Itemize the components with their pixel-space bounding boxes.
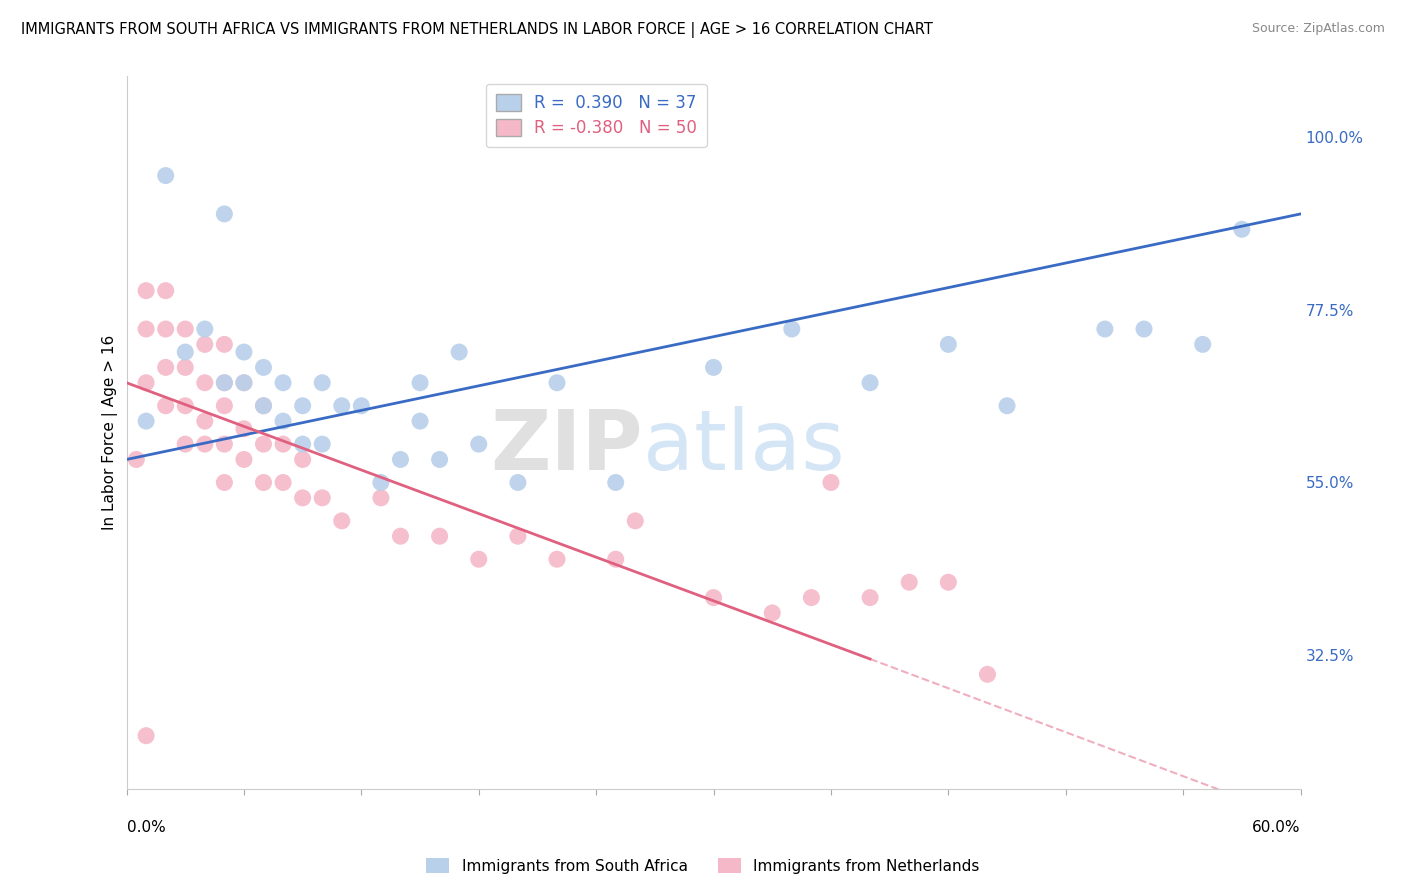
Point <box>506 529 529 543</box>
Point <box>271 475 294 490</box>
Point <box>135 284 157 298</box>
Point <box>389 529 412 543</box>
Point <box>330 399 353 413</box>
Point <box>291 437 314 451</box>
Point <box>936 575 959 590</box>
Text: 60.0%: 60.0% <box>1253 821 1301 835</box>
Text: Source: ZipAtlas.com: Source: ZipAtlas.com <box>1251 22 1385 36</box>
Point <box>1094 322 1116 336</box>
Text: 0.0%: 0.0% <box>127 821 166 835</box>
Point <box>232 376 256 390</box>
Point <box>546 552 568 566</box>
Text: IMMIGRANTS FROM SOUTH AFRICA VS IMMIGRANTS FROM NETHERLANDS IN LABOR FORCE | AGE: IMMIGRANTS FROM SOUTH AFRICA VS IMMIGRAN… <box>21 22 934 38</box>
Point <box>898 575 921 590</box>
Point <box>291 491 314 505</box>
Point <box>174 345 197 359</box>
Point <box>1191 337 1213 351</box>
Point <box>995 399 1018 413</box>
Point <box>194 437 217 451</box>
Point <box>155 360 177 375</box>
Point <box>271 437 294 451</box>
Legend: Immigrants from South Africa, Immigrants from Netherlands: Immigrants from South Africa, Immigrants… <box>420 852 986 880</box>
Point <box>409 414 432 428</box>
Point <box>252 475 274 490</box>
Point <box>155 322 177 336</box>
Point <box>330 514 353 528</box>
Point <box>214 399 236 413</box>
Point <box>214 376 236 390</box>
Point <box>311 437 333 451</box>
Point <box>214 376 236 390</box>
Y-axis label: In Labor Force | Age > 16: In Labor Force | Age > 16 <box>103 335 118 530</box>
Point <box>125 452 148 467</box>
Point <box>350 399 373 413</box>
Point <box>174 437 197 451</box>
Point <box>291 399 314 413</box>
Point <box>271 376 294 390</box>
Point <box>214 207 236 221</box>
Point <box>389 452 412 467</box>
Point <box>1230 222 1253 236</box>
Text: ZIP: ZIP <box>491 407 643 487</box>
Point <box>409 376 432 390</box>
Point <box>232 345 256 359</box>
Point <box>624 514 647 528</box>
Point <box>936 337 959 351</box>
Point <box>174 399 197 413</box>
Point <box>232 422 256 436</box>
Point <box>605 475 627 490</box>
Point <box>449 345 471 359</box>
Point <box>214 475 236 490</box>
Point <box>467 437 489 451</box>
Point <box>232 452 256 467</box>
Point <box>546 376 568 390</box>
Point <box>429 529 451 543</box>
Point <box>252 360 274 375</box>
Point <box>1133 322 1156 336</box>
Point <box>174 322 197 336</box>
Point <box>214 437 236 451</box>
Point <box>194 414 217 428</box>
Point <box>214 337 236 351</box>
Legend: R =  0.390   N = 37, R = -0.380   N = 50: R = 0.390 N = 37, R = -0.380 N = 50 <box>485 84 707 147</box>
Point <box>135 376 157 390</box>
Point <box>370 491 392 505</box>
Point <box>232 376 256 390</box>
Point <box>271 414 294 428</box>
Point <box>155 169 177 183</box>
Point <box>252 437 274 451</box>
Text: atlas: atlas <box>643 407 845 487</box>
Point <box>311 376 333 390</box>
Point <box>605 552 627 566</box>
Point <box>859 376 882 390</box>
Point <box>291 452 314 467</box>
Point <box>702 591 725 605</box>
Point <box>800 591 823 605</box>
Point <box>252 399 274 413</box>
Point <box>976 667 998 681</box>
Point <box>135 414 157 428</box>
Point <box>311 491 333 505</box>
Point <box>429 452 451 467</box>
Point <box>467 552 489 566</box>
Point <box>155 284 177 298</box>
Point <box>702 360 725 375</box>
Point <box>155 399 177 413</box>
Point <box>761 606 783 620</box>
Point <box>820 475 842 490</box>
Point <box>194 322 217 336</box>
Point <box>135 322 157 336</box>
Point <box>370 475 392 490</box>
Point <box>506 475 529 490</box>
Point <box>194 376 217 390</box>
Point <box>135 729 157 743</box>
Point <box>174 360 197 375</box>
Point <box>194 337 217 351</box>
Point <box>252 399 274 413</box>
Point <box>859 591 882 605</box>
Point <box>780 322 803 336</box>
